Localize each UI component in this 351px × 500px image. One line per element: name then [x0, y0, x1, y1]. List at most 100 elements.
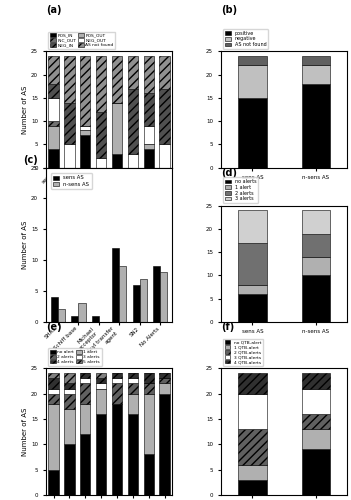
Bar — [238, 98, 267, 168]
Bar — [133, 285, 140, 322]
Bar — [238, 294, 267, 322]
Bar — [302, 429, 330, 450]
Bar — [96, 112, 106, 158]
Bar — [51, 297, 58, 322]
Bar — [128, 394, 138, 414]
Bar — [80, 434, 91, 495]
Legend: sens AS, n-sens AS: sens AS, n-sens AS — [51, 174, 92, 188]
Bar — [153, 266, 160, 322]
Text: (b): (b) — [221, 5, 237, 15]
Bar — [144, 56, 154, 94]
Bar — [238, 66, 267, 98]
Bar — [64, 56, 74, 102]
Bar — [128, 88, 138, 154]
Bar — [144, 394, 154, 454]
Bar — [302, 66, 330, 84]
Bar — [159, 378, 170, 384]
Bar — [64, 374, 74, 384]
Bar — [48, 394, 59, 404]
Bar — [58, 310, 65, 322]
Text: Leadscope: Leadscope — [112, 198, 138, 203]
Bar — [238, 56, 267, 66]
Bar — [64, 384, 74, 388]
Bar — [80, 404, 91, 434]
Bar — [80, 378, 91, 384]
Bar — [80, 126, 91, 130]
Y-axis label: Number of AS: Number of AS — [22, 86, 28, 134]
Bar — [144, 384, 154, 394]
Bar — [112, 248, 119, 322]
Bar — [128, 378, 138, 384]
Bar — [48, 388, 59, 394]
Bar — [128, 374, 138, 378]
Bar — [112, 384, 122, 404]
Bar — [112, 154, 122, 168]
Bar — [302, 388, 330, 414]
Bar — [238, 394, 267, 429]
Bar — [159, 384, 170, 394]
Bar — [80, 56, 91, 126]
Bar — [96, 158, 106, 168]
Bar — [302, 56, 330, 66]
Bar — [160, 272, 167, 322]
Bar — [128, 384, 138, 394]
Bar — [78, 304, 86, 322]
Bar — [48, 84, 59, 98]
Bar — [302, 450, 330, 495]
Bar — [119, 266, 126, 322]
Bar — [96, 388, 106, 414]
Bar — [64, 144, 74, 168]
Bar — [92, 316, 99, 322]
Text: (a): (a) — [46, 5, 61, 15]
Text: (e): (e) — [46, 322, 61, 332]
Bar — [96, 384, 106, 388]
Bar — [144, 144, 154, 149]
Bar — [48, 470, 59, 495]
Text: (f): (f) — [221, 322, 234, 332]
Bar — [128, 56, 138, 88]
Bar — [144, 126, 154, 144]
Bar — [64, 444, 74, 495]
Legend: no alerts, 1 alert, 2 alerts, 3 alerts: no alerts, 1 alert, 2 alerts, 3 alerts — [223, 177, 258, 203]
Legend: no QTB-alert, 1 QTB-alert, 2 QTB-alerts, 3 QTB-alerts, 4 QTB-alerts: no QTB-alert, 1 QTB-alert, 2 QTB-alerts,… — [223, 338, 263, 366]
Bar — [302, 276, 330, 322]
Bar — [159, 374, 170, 378]
Bar — [64, 102, 74, 144]
Bar — [112, 374, 122, 378]
Bar — [238, 243, 267, 284]
Bar — [159, 56, 170, 88]
Bar — [48, 404, 59, 469]
Bar — [96, 378, 106, 384]
Bar — [64, 409, 74, 444]
Bar — [159, 144, 170, 168]
Legend: POS_IN, INC_OUT, NEG_IN, POS_OUT, NEG_OUT, AS not found: POS_IN, INC_OUT, NEG_IN, POS_OUT, NEG_OU… — [48, 32, 115, 49]
Bar — [80, 135, 91, 168]
Bar — [48, 374, 59, 378]
Text: (d): (d) — [221, 168, 237, 177]
Bar — [96, 414, 106, 495]
Bar — [96, 56, 106, 112]
Bar — [238, 374, 267, 394]
Bar — [302, 257, 330, 276]
Bar — [302, 210, 330, 234]
Bar — [112, 378, 122, 384]
Bar — [112, 56, 122, 102]
Bar — [144, 374, 154, 384]
Bar — [128, 414, 138, 495]
Legend: positive, negative, AS not found: positive, negative, AS not found — [223, 28, 269, 49]
Text: SciQSAR: SciQSAR — [146, 198, 167, 203]
Bar — [144, 149, 154, 168]
Bar — [238, 464, 267, 480]
Bar — [112, 404, 122, 495]
Bar — [159, 394, 170, 495]
Bar — [96, 374, 106, 378]
Bar — [80, 130, 91, 135]
Y-axis label: Number of AS: Number of AS — [22, 408, 28, 456]
Bar — [80, 384, 91, 404]
Bar — [48, 126, 59, 149]
Bar — [128, 154, 138, 168]
Bar — [48, 121, 59, 126]
Text: Battery: Battery — [52, 198, 71, 203]
Legend: no alert, 2 alerts, 4 alerts, 1 alert, 3 alerts, 5 alerts: no alert, 2 alerts, 4 alerts, 1 alert, 3… — [48, 348, 102, 366]
Y-axis label: Number of AS: Number of AS — [22, 220, 28, 269]
